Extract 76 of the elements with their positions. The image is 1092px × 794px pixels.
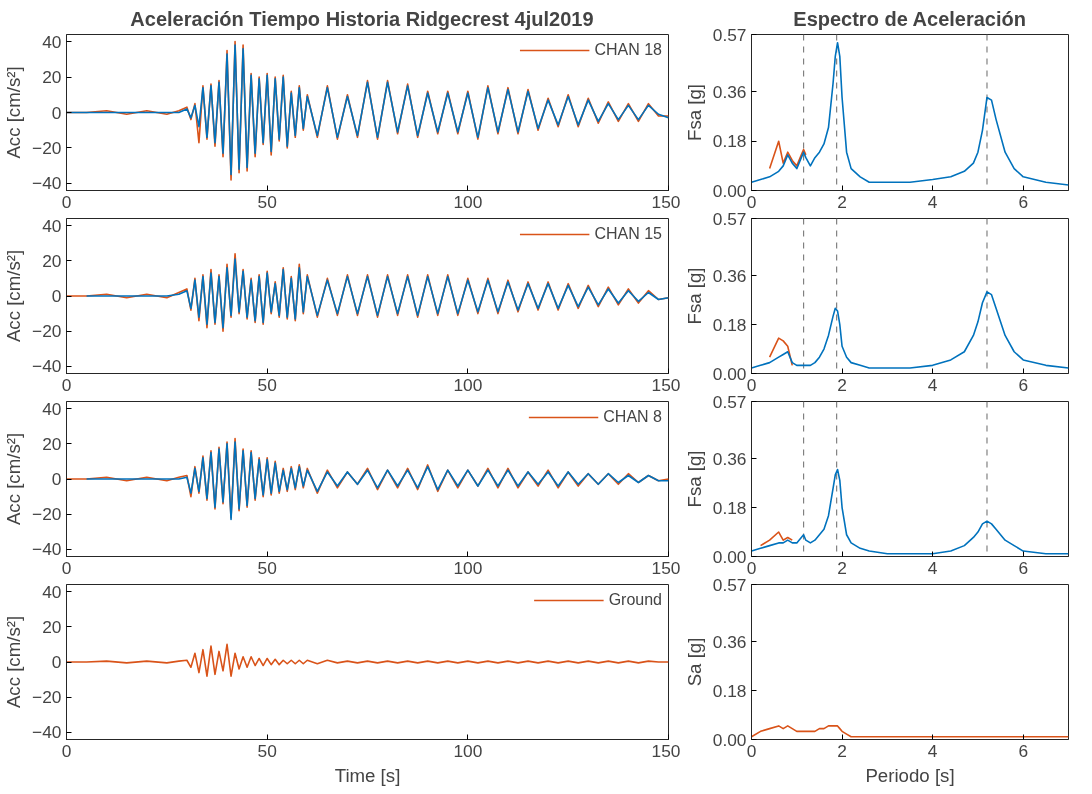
x-tick-label: 50 [257,557,277,578]
y-tick-label: 0.57 [712,208,747,229]
x-tick-label: 2 [837,740,847,761]
y-tick-label: 0 [51,652,62,672]
y-tick-label: 0.00 [712,729,747,750]
legend-label: CHAN 18 [594,41,662,59]
y-tick-label: 40 [42,398,62,419]
x-tick-label: 100 [453,740,483,761]
x-tick-label: 100 [453,557,483,578]
x-tick-label: 6 [1018,374,1029,395]
x-tick-label: 150 [651,557,681,578]
y-tick-label: 0.36 [712,81,747,102]
y-tick-label: 0.57 [712,391,747,412]
x-tick-label: 50 [257,374,277,395]
x-tick-label: 4 [927,740,938,761]
x-axis-title: Time [s] [334,764,401,786]
y-tick-label: 20 [42,67,62,88]
y-tick-label: 40 [42,215,62,236]
legend-label: CHAN 8 [603,408,662,426]
y-axis-title: Acc [cm/s²] [3,66,25,159]
y-tick-label: −20 [32,504,62,525]
chart-title: Espectro de Aceleración [793,7,1026,30]
y-tick-label: −20 [32,321,62,342]
x-axis-title: Periodo [s] [865,764,955,786]
x-tick-label: 150 [651,740,681,761]
y-tick-label: 0.18 [712,314,747,335]
y-tick-label: 0.36 [712,448,747,469]
y-tick-label: 0.36 [712,631,747,652]
x-tick-label: 2 [837,191,847,212]
legend-label: Ground [608,591,662,609]
x-tick-label: 6 [1018,557,1029,578]
x-tick-label: 50 [257,740,277,761]
y-tick-label: −40 [32,722,62,743]
y-tick-label: 0 [51,286,62,306]
x-tick-label: 6 [1018,740,1029,761]
y-tick-label: 20 [42,250,62,271]
y-tick-label: 0.18 [712,497,747,518]
x-tick-label: 4 [927,191,938,212]
y-tick-label: −40 [32,539,62,560]
x-tick-label: 100 [453,191,483,212]
y-tick-label: 0.57 [712,574,747,595]
y-tick-label: −40 [32,356,62,377]
x-tick-label: 2 [837,374,847,395]
y-tick-label: 0 [51,102,62,123]
y-tick-label: 0.36 [712,265,747,286]
chart-title: Aceleración Tiempo Historia Ridgecrest 4jul2019 [130,7,594,30]
y-axis-title: Fsa [g] [683,450,705,508]
x-tick-label: 150 [651,191,681,212]
x-tick-label: 4 [927,374,938,395]
y-tick-label: −20 [32,137,62,158]
y-tick-label: 0.00 [712,363,747,384]
y-tick-label: 0 [51,469,62,489]
y-axis-title: Fsa [g] [683,267,705,325]
x-tick-label: 2 [837,557,847,578]
y-tick-label: 20 [42,616,62,637]
y-tick-label: 0.00 [712,546,747,567]
y-tick-label: 0.18 [712,680,747,701]
x-tick-label: 50 [257,191,277,212]
y-axis-title: Acc [cm/s²] [3,615,25,709]
y-tick-label: 0.57 [712,24,747,45]
y-tick-label: 0.18 [712,131,747,152]
y-tick-label: −40 [32,173,62,194]
x-tick-label: 100 [453,374,483,395]
y-tick-label: 0.00 [712,180,747,201]
y-tick-label: 20 [42,433,62,454]
y-axis-title: Acc [cm/s²] [3,432,25,526]
y-tick-label: 40 [42,581,62,602]
y-axis-title: Acc [cm/s²] [3,249,25,343]
legend-label: CHAN 15 [594,225,662,243]
y-tick-label: −20 [32,687,62,708]
x-tick-label: 150 [651,374,681,395]
x-tick-label: 6 [1018,191,1029,212]
y-axis-title: Fsa [g] [683,83,705,142]
y-axis-title: Sa [g] [683,637,705,687]
y-tick-label: 40 [42,31,62,52]
x-tick-label: 4 [927,557,938,578]
